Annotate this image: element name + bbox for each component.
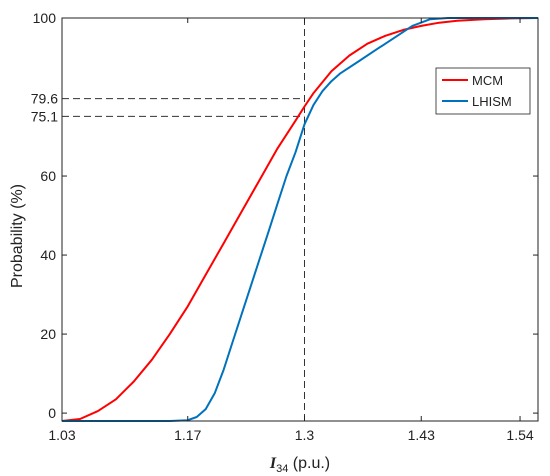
series-line-lhism — [62, 17, 538, 422]
x-tick-label: 1.43 — [408, 427, 435, 443]
legend-box — [435, 67, 531, 115]
x-tick-label: 1.3 — [295, 427, 315, 443]
legend: MCM LHISM — [435, 67, 531, 115]
series-line-mcm — [61, 17, 539, 422]
reference-lines — [62, 18, 305, 421]
x-tick-label: 1.17 — [174, 427, 201, 443]
legend-label-mcm: MCM — [472, 73, 503, 88]
reference-label: 79.6 — [31, 91, 58, 107]
x-tick-label: 1.54 — [506, 427, 533, 443]
y-tick-label: 0 — [48, 405, 56, 421]
x-axis-title-subscript: 34 — [276, 463, 288, 475]
y-axis-title: Probability (%) — [9, 184, 26, 288]
y-tick-label: 20 — [40, 326, 56, 342]
series-lines — [61, 17, 539, 422]
axes — [61, 17, 539, 422]
y-tick-label: 40 — [40, 247, 56, 263]
legend-label-lhism: LHISM — [472, 94, 512, 109]
y-tick-label: 100 — [33, 10, 57, 26]
x-tick-label: 1.03 — [48, 427, 75, 443]
x-axis-title-main: I — [269, 455, 277, 472]
x-axis-title: I34 (p.u.) — [269, 455, 330, 475]
y-tick-label: 60 — [40, 168, 56, 184]
axes-box — [61, 17, 539, 422]
reference-labels: 79.675.1 — [31, 91, 58, 125]
tick-labels: 1.03 1.17 1.3 1.43 1.54 0 20 40 60 100 — [33, 10, 534, 443]
x-axis-title-unit: (p.u.) — [288, 455, 330, 472]
reference-label: 75.1 — [31, 108, 58, 124]
